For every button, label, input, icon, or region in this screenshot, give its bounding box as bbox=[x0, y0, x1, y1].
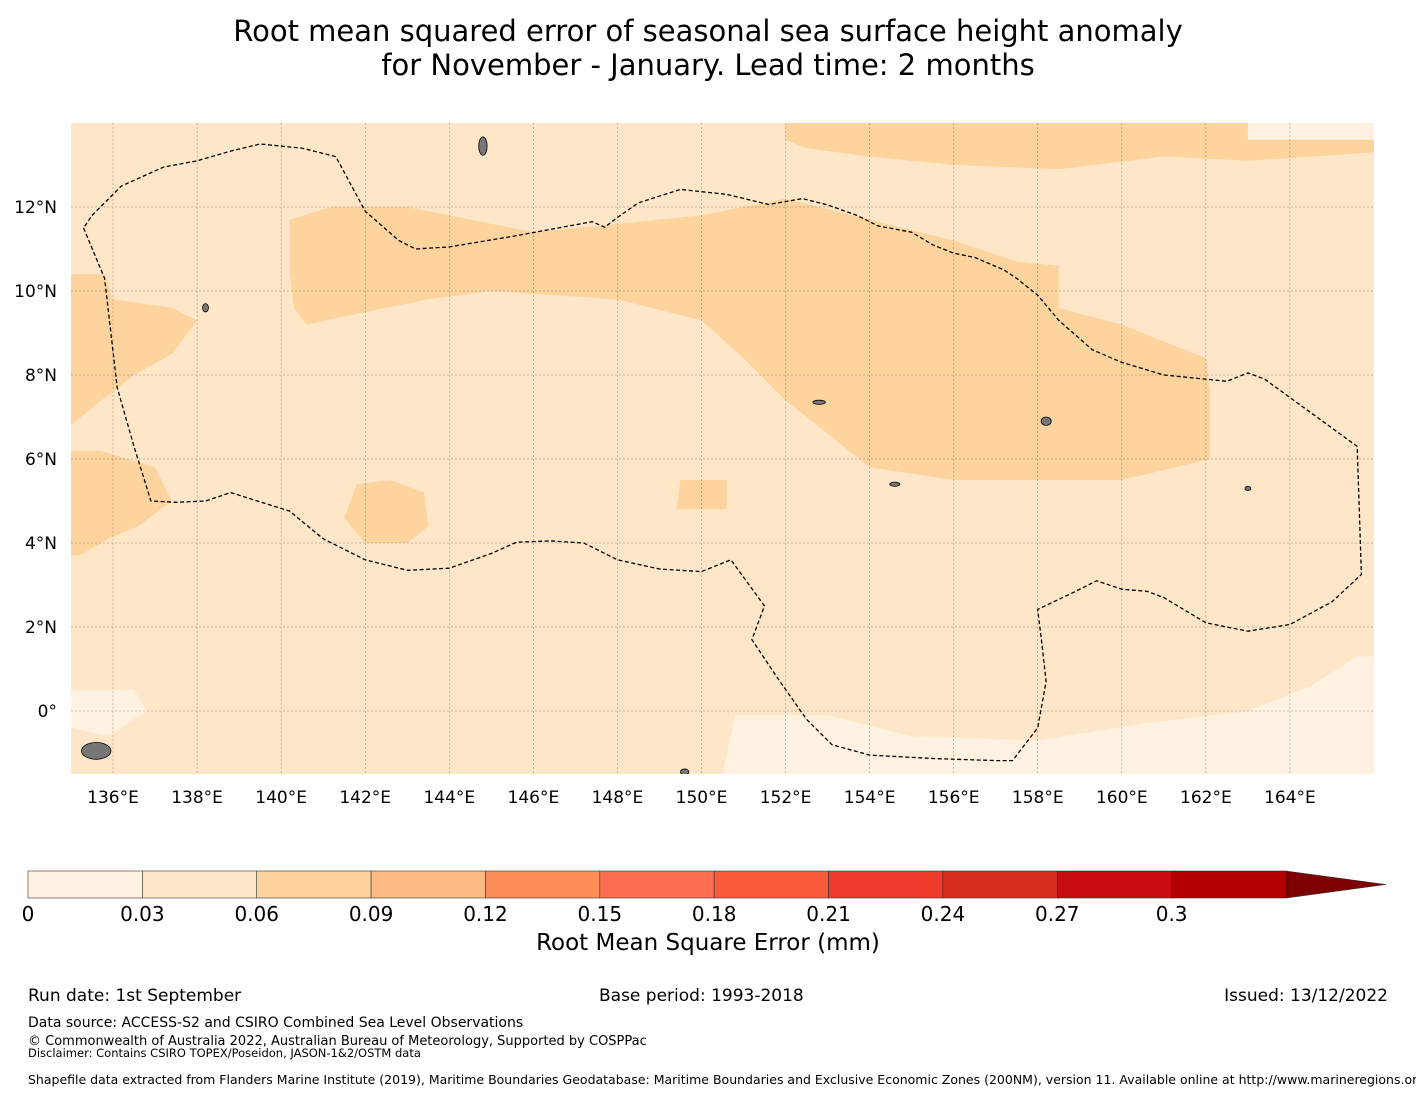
copyright: © Commonwealth of Australia 2022, Austra… bbox=[28, 1034, 647, 1049]
colorbar-tick-label: 0.15 bbox=[578, 902, 623, 926]
colorbar-tick-label: 0.21 bbox=[806, 902, 851, 926]
rmse-field-layer bbox=[71, 123, 1374, 774]
eez-boundary-line bbox=[82, 143, 1363, 762]
colorbar-tick-label: 0.18 bbox=[692, 902, 737, 926]
colorbar-segment bbox=[256, 870, 372, 899]
rmse-region-bin_06_09 bbox=[71, 274, 198, 426]
colorbar-segment bbox=[485, 870, 601, 899]
colorbar-tick-label: 0.24 bbox=[921, 902, 966, 926]
chart-title: Root mean squared error of seasonal sea … bbox=[0, 14, 1416, 82]
latitude-tick-label: 4°N bbox=[25, 534, 57, 554]
land-layer bbox=[47, 136, 1252, 774]
colorbar-segments bbox=[27, 870, 1387, 899]
island bbox=[478, 136, 488, 156]
data-source: Data source: ACCESS-S2 and CSIRO Combine… bbox=[28, 1015, 524, 1031]
rmse-region-bin_0_03 bbox=[1247, 123, 1374, 140]
island bbox=[680, 768, 690, 774]
colorbar-tick-label: 0.12 bbox=[463, 902, 508, 926]
longitude-tick-label: 160°E bbox=[1096, 788, 1148, 808]
latitude-tick-label: 12°N bbox=[14, 198, 57, 218]
rmse-region-bin_0_03 bbox=[722, 656, 1374, 774]
island bbox=[202, 303, 209, 313]
longitude-tick-label: 136°E bbox=[87, 788, 139, 808]
longitude-tick-label: 140°E bbox=[255, 788, 307, 808]
latitude-tick-label: 0° bbox=[38, 702, 57, 722]
base-period: Base period: 1993-2018 bbox=[599, 986, 804, 1006]
longitude-tick-label: 156°E bbox=[928, 788, 980, 808]
longitude-tick-label: 154°E bbox=[844, 788, 896, 808]
colorbar: 0 0.03 0.06 0.09 0.12 0.15 0.18 0.21 0.24 0.27 0.3 bbox=[22, 870, 1387, 926]
colorbar-ticks: 0 0.03 0.06 0.09 0.12 0.15 0.18 0.21 0.24 0.27 0.3 bbox=[22, 902, 1188, 926]
colorbar-segment bbox=[1056, 870, 1172, 899]
latitude-tick-label: 10°N bbox=[14, 282, 57, 302]
shapefile-credit: Shapefile data extracted from Flanders M… bbox=[28, 1072, 1416, 1087]
colorbar-segment bbox=[1171, 870, 1287, 899]
colorbar-extend-arrow bbox=[1285, 870, 1387, 899]
title-line-2: for November - January. Lead time: 2 mon… bbox=[381, 48, 1035, 82]
longitude-tick-label: 162°E bbox=[1180, 788, 1232, 808]
island bbox=[81, 742, 112, 760]
island bbox=[812, 399, 826, 405]
colorbar-tick-label: 0 bbox=[22, 902, 35, 926]
colorbar-tick-label: 0.3 bbox=[1156, 902, 1188, 926]
rmse-region-bin_0_03 bbox=[71, 690, 147, 737]
island bbox=[1244, 485, 1252, 491]
colorbar-tick-label: 0.09 bbox=[349, 902, 394, 926]
colorbar-segment bbox=[142, 870, 258, 899]
rmse-region-bin_06_09 bbox=[676, 480, 727, 510]
run-date: Run date: 1st September bbox=[28, 986, 242, 1006]
colorbar-tick-label: 0.06 bbox=[234, 902, 279, 926]
longitude-tick-label: 138°E bbox=[171, 788, 223, 808]
rmse-region-bin_06_09 bbox=[71, 450, 172, 556]
colorbar-segment bbox=[27, 870, 143, 899]
colorbar-label: Root Mean Square Error (mm) bbox=[536, 930, 880, 956]
issued-date: Issued: 13/12/2022 bbox=[1224, 986, 1388, 1006]
colorbar-segment bbox=[599, 870, 715, 899]
colorbar-segment bbox=[828, 870, 944, 899]
colorbar-tick-label: 0.03 bbox=[120, 902, 165, 926]
disclaimer: Disclaimer: Contains CSIRO TOPEX/Poseido… bbox=[28, 1046, 421, 1060]
rmse-region-bin_06_09 bbox=[785, 123, 1374, 170]
latitude-tick-label: 2°N bbox=[25, 618, 57, 638]
latitude-tick-label: 8°N bbox=[25, 366, 57, 386]
longitude-labels: 136°E 138°E 140°E 142°E 144°E 146°E 148°E 150°E… bbox=[87, 788, 1316, 808]
latitude-tick-label: 6°N bbox=[25, 450, 57, 470]
island bbox=[47, 391, 53, 401]
longitude-tick-label: 158°E bbox=[1012, 788, 1064, 808]
latitude-labels: 12°N 10°N 8°N 6°N 4°N 2°N 0° bbox=[14, 198, 57, 722]
longitude-tick-label: 148°E bbox=[592, 788, 644, 808]
title-line-1: Root mean squared error of seasonal sea … bbox=[233, 14, 1183, 48]
colorbar-segment bbox=[370, 870, 486, 899]
longitude-tick-label: 146°E bbox=[508, 788, 560, 808]
rmse-map: 136°E 138°E 140°E 142°E 144°E 146°E 148°E 150°E… bbox=[14, 123, 1374, 808]
colorbar-segment bbox=[942, 870, 1058, 899]
island bbox=[1040, 416, 1052, 426]
longitude-tick-label: 142°E bbox=[339, 788, 391, 808]
longitude-tick-label: 144°E bbox=[423, 788, 475, 808]
longitude-tick-label: 150°E bbox=[676, 788, 728, 808]
longitude-tick-label: 152°E bbox=[760, 788, 812, 808]
longitude-tick-label: 164°E bbox=[1264, 788, 1316, 808]
rmse-region-bin_06_09 bbox=[289, 198, 1211, 480]
colorbar-tick-label: 0.27 bbox=[1035, 902, 1080, 926]
graticule bbox=[71, 123, 1374, 774]
colorbar-segment bbox=[713, 870, 829, 899]
eez-boundary-layer bbox=[82, 143, 1363, 762]
island bbox=[889, 481, 901, 487]
